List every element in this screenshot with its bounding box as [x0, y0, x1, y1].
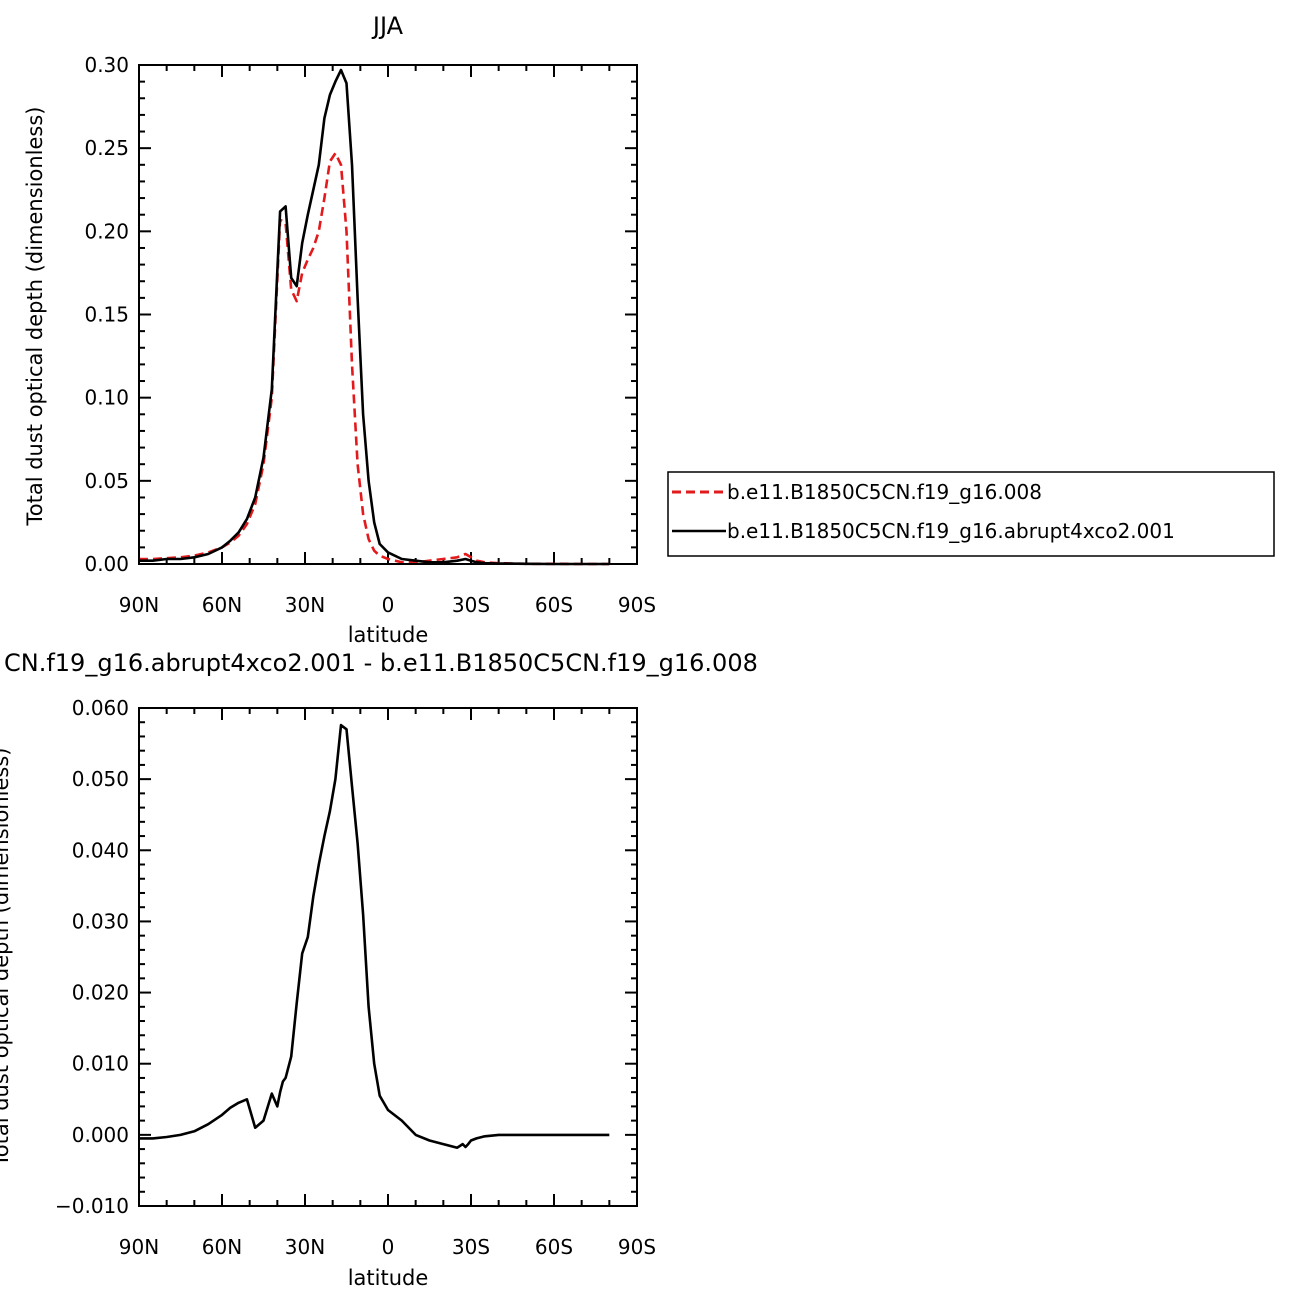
bottom-y-tick-label: 0.010: [72, 1052, 129, 1076]
top-y-tick-label: 0.30: [84, 53, 129, 77]
bottom-panel: CN.f19_g16.abrupt4xco2.001 - b.e11.B1850…: [0, 649, 758, 1290]
top-series-line-1: [139, 68, 610, 566]
top-x-tick-label: 60N: [202, 593, 242, 617]
bottom-x-tick-label: 30N: [285, 1235, 325, 1259]
bottom-x-tick-label: 0: [382, 1235, 395, 1259]
top-y-tick-label: 0.20: [84, 219, 129, 243]
bottom-y-tick-label: 0.030: [72, 909, 129, 933]
top-x-tick-label: 90N: [119, 593, 159, 617]
top-y-tick-label: 0.15: [84, 303, 129, 327]
bottom-x-tick-label: 60N: [202, 1235, 242, 1259]
bottom-y-tick-label: −0.010: [55, 1194, 129, 1218]
top-plot-frame: [138, 64, 638, 565]
bottom-x-tick-label: 60S: [535, 1235, 573, 1259]
top-x-tick-label: 60S: [535, 593, 573, 617]
bottom-plot-area: 90N 60N 30N 0 30S 60S 90S −0.010 0.000 0.010 0.020…: [55, 696, 656, 1259]
top-panel: JJA Total dust optical depth (dimensionl…: [23, 12, 656, 647]
legend-label-abrupt4xco2: b.e11.B1850C5CN.f19_g16.abrupt4xco2.001: [727, 519, 1175, 543]
bottom-y-axis-title: Total dust optical depth (dimensionless): [0, 748, 13, 1168]
top-y-tick-label: 0.10: [84, 386, 129, 410]
bottom-y-tick-label: 0.050: [72, 767, 129, 791]
bottom-plot-frame: [138, 707, 638, 1207]
top-x-tick-label: 0: [382, 593, 395, 617]
bottom-y-tick-label: 0.060: [72, 696, 129, 720]
bottom-x-tick-label: 90N: [119, 1235, 159, 1259]
bottom-y-tick-label: 0.000: [72, 1123, 129, 1147]
top-y-tick-label: 0.25: [84, 136, 129, 160]
top-plot-title: JJA: [371, 12, 404, 40]
bottom-x-axis-title: latitude: [348, 1266, 429, 1290]
top-x-tick-label: 30S: [452, 593, 490, 617]
legend-box: [667, 471, 1275, 557]
bottom-series-line-0: [139, 723, 610, 1149]
bottom-x-tick-label: 30S: [452, 1235, 490, 1259]
legend: b.e11.B1850C5CN.f19_g16.008 b.e11.B1850C…: [667, 471, 1275, 557]
bottom-x-tick-label: 90S: [618, 1235, 656, 1259]
bottom-y-tick-label: 0.020: [72, 981, 129, 1005]
bottom-plot-title: CN.f19_g16.abrupt4xco2.001 - b.e11.B1850…: [4, 649, 758, 677]
top-y-tick-label: 0.05: [84, 469, 129, 493]
legend-label-control: b.e11.B1850C5CN.f19_g16.008: [727, 480, 1042, 504]
top-y-axis-title: Total dust optical depth (dimensionless): [23, 107, 47, 527]
top-series-line-0: [139, 151, 610, 566]
top-x-tick-label: 30N: [285, 593, 325, 617]
top-y-tick-label: 0.00: [84, 552, 129, 576]
top-x-axis-title: latitude: [348, 623, 429, 647]
bottom-y-tick-label: 0.040: [72, 838, 129, 862]
top-x-tick-label: 90S: [618, 593, 656, 617]
